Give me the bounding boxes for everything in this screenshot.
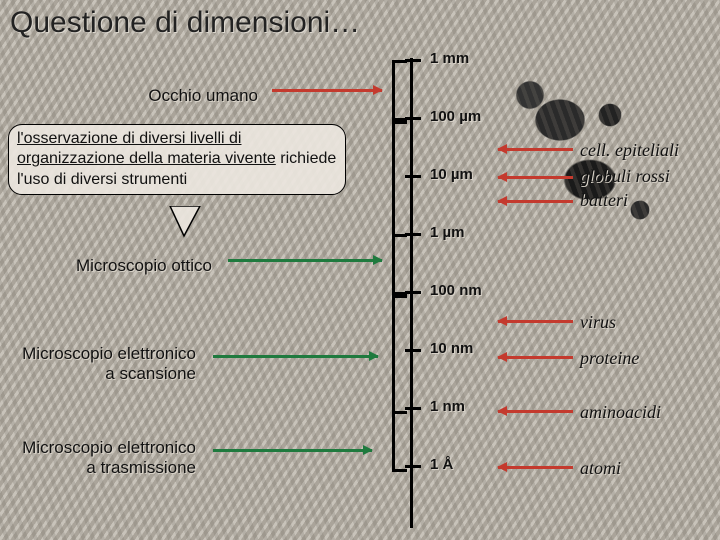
axis-tick-label: 1 Å xyxy=(430,456,453,473)
arrow-icon xyxy=(498,320,573,323)
axis-tick-label: 10 µm xyxy=(430,166,473,183)
arrow-icon xyxy=(272,89,382,92)
arrow-icon xyxy=(498,200,573,203)
axis-tick xyxy=(405,233,421,236)
axis-tick xyxy=(405,117,421,120)
axis-tick-label: 1 µm xyxy=(430,224,465,241)
callout-tail-icon xyxy=(160,206,220,246)
range-bracket xyxy=(392,60,407,124)
example-label: proteine xyxy=(580,348,639,369)
axis-tick xyxy=(405,465,421,468)
example-label: batteri xyxy=(580,190,628,211)
range-bracket xyxy=(392,292,407,472)
arrow-icon xyxy=(498,148,573,151)
instrument-label: Occhio umano xyxy=(148,86,258,106)
example-label: globuli rossi xyxy=(580,166,670,187)
arrow-icon xyxy=(498,410,573,413)
axis-tick xyxy=(405,59,421,62)
example-label: cell. epiteliali xyxy=(580,140,679,161)
instrument-label: Microscopio elettronicoa trasmissione xyxy=(22,438,196,478)
arrow-icon xyxy=(228,259,382,262)
axis-tick xyxy=(405,407,421,410)
instrument-label: Microscopio ottico xyxy=(76,256,212,276)
example-label: aminoacidi xyxy=(580,402,661,423)
axis-tick-label: 100 µm xyxy=(430,108,481,125)
slide-title: Questione di dimensioni… xyxy=(10,6,360,40)
axis-tick-label: 10 nm xyxy=(430,340,473,357)
callout-underlined: l'osservazione di diversi livelli di org… xyxy=(17,130,276,167)
callout-box: l'osservazione di diversi livelli di org… xyxy=(8,124,346,195)
arrow-icon xyxy=(498,356,573,359)
axis-tick xyxy=(405,291,421,294)
arrow-icon xyxy=(213,449,372,452)
example-label: virus xyxy=(580,312,616,333)
axis-tick xyxy=(405,175,421,178)
axis-tick xyxy=(405,349,421,352)
axis-tick-label: 1 mm xyxy=(430,50,469,67)
axis-tick-label: 1 nm xyxy=(430,398,465,415)
arrow-icon xyxy=(498,466,573,469)
example-label: atomi xyxy=(580,458,621,479)
instrument-label: Microscopio elettronicoa scansione xyxy=(22,344,196,384)
arrow-icon xyxy=(498,176,573,179)
arrow-icon xyxy=(213,355,378,358)
axis-tick-label: 100 nm xyxy=(430,282,482,299)
